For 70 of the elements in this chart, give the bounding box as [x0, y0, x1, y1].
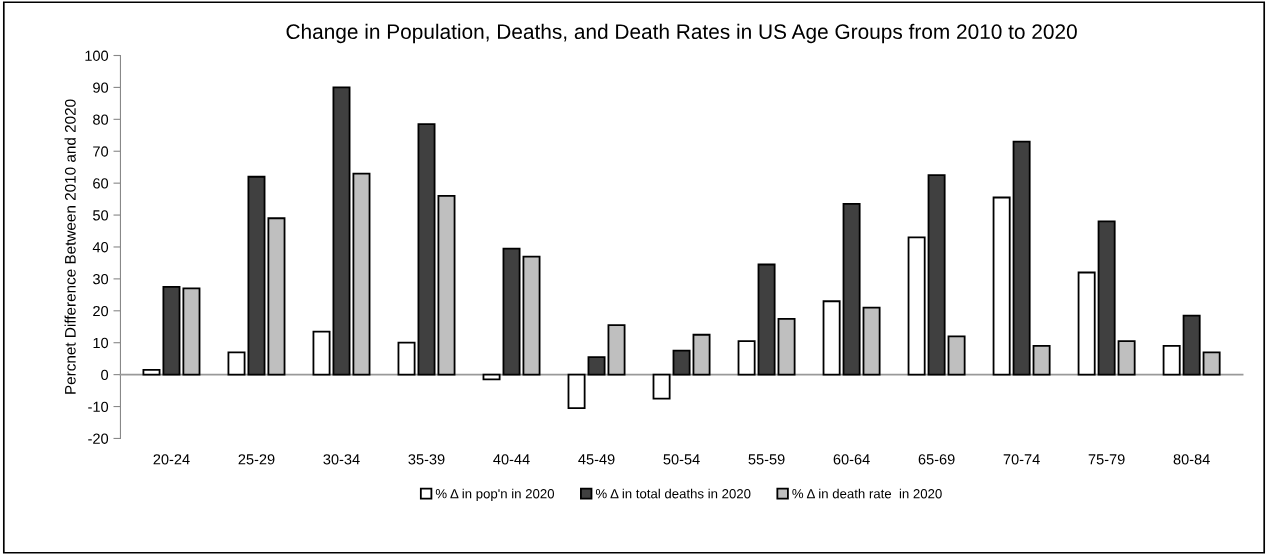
- bar: [267, 217, 286, 376]
- bar: [437, 195, 456, 376]
- bar: [862, 306, 881, 376]
- bar: [1097, 220, 1116, 376]
- bar: [992, 196, 1011, 376]
- y-tick-label: -10: [88, 401, 109, 412]
- bar: [842, 202, 861, 376]
- bar: [777, 317, 796, 376]
- x-tick-label: 40-44: [493, 454, 530, 465]
- bar: [1162, 344, 1181, 376]
- y-tick-label: 60: [93, 178, 109, 189]
- y-tick-label: 70: [93, 146, 109, 157]
- bar: [907, 236, 926, 376]
- x-tick-label: 70-74: [1003, 454, 1040, 465]
- bar: [352, 172, 371, 376]
- bar: [757, 263, 776, 376]
- bar: [482, 373, 501, 381]
- bar: [652, 373, 671, 400]
- bar: [1202, 351, 1221, 376]
- bar: [587, 356, 606, 376]
- legend-label: % Δ in death rate in 2020: [792, 488, 942, 499]
- legend-label: % Δ in pop'n in 2020: [435, 488, 555, 501]
- bar: [1117, 340, 1136, 376]
- x-tick-label: 60-64: [833, 454, 870, 465]
- x-tick-label: 20-24: [153, 454, 190, 465]
- bar: [502, 247, 521, 376]
- x-tick-label: 30-34: [323, 454, 360, 465]
- y-tick-label: 30: [92, 273, 109, 285]
- y-tick-label: 20: [93, 305, 109, 317]
- y-tick-label: 100: [85, 50, 109, 61]
- bar: [737, 340, 756, 376]
- x-tick-label: 35-39: [408, 454, 445, 465]
- bar: [142, 368, 161, 376]
- y-tick-label: 10: [93, 337, 109, 349]
- bar: [607, 324, 626, 376]
- bar: [227, 351, 246, 376]
- bar: [1182, 314, 1201, 376]
- bar: [822, 300, 841, 376]
- x-tick-label: 55-59: [748, 454, 785, 465]
- bar: [1077, 271, 1096, 376]
- bar: [397, 341, 416, 376]
- x-tick-label: 25-29: [238, 454, 275, 465]
- bar: [312, 330, 331, 376]
- y-tick-label: 0: [101, 369, 109, 381]
- bar: [332, 86, 351, 376]
- bar: [1032, 344, 1051, 376]
- y-tick-label: 80: [93, 114, 109, 125]
- x-tick-label: 50-54: [663, 454, 700, 465]
- bar: [947, 335, 966, 376]
- bar: [247, 175, 266, 376]
- y-tick-label: -20: [88, 433, 109, 444]
- bar: [672, 349, 691, 376]
- x-tick-label: 45-49: [578, 454, 615, 465]
- y-tick-label: 50: [93, 210, 109, 221]
- bar: [1012, 140, 1031, 376]
- legend-label: % Δ in total deaths in 2020: [595, 488, 751, 499]
- x-tick-label: 65-69: [918, 454, 955, 465]
- bar: [927, 174, 946, 376]
- bar: [162, 285, 181, 376]
- chart-title: Change in Population, Deaths, and Death Rates in US Age Groups from 2010 to 2020: [286, 23, 1077, 44]
- bar: [182, 287, 201, 376]
- x-tick-label: 80-84: [1173, 454, 1210, 465]
- x-tick-label: 75-79: [1088, 454, 1125, 465]
- bar: [692, 333, 711, 376]
- y-axis-title: Percnet Difference Between 2010 and 2020: [64, 99, 76, 394]
- bar: [567, 373, 586, 410]
- bar: [417, 123, 436, 376]
- bar: [522, 255, 541, 376]
- y-tick-label: 40: [92, 242, 109, 253]
- y-tick-label: 90: [93, 82, 109, 93]
